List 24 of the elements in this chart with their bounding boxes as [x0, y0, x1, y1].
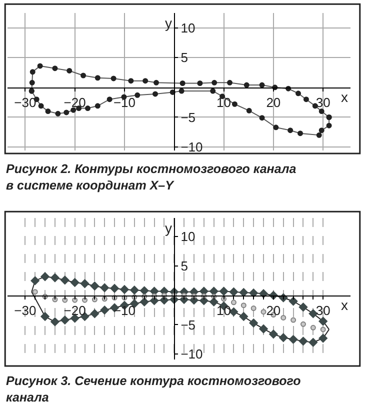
x-tick-label: 30 [316, 95, 330, 110]
y-tick-label: 10 [180, 20, 196, 36]
x-axis-title: x [341, 297, 348, 313]
x-tick-label: 20 [266, 302, 281, 318]
x-tick-label: 30 [316, 302, 330, 318]
x-tick-label: 10 [216, 95, 232, 110]
y-tick-label: 5 [180, 50, 188, 66]
x-tick-label: −30 [14, 302, 36, 318]
text: Рисунок 2. Контуры костномозгового канала в системе координат X–Y [6, 162, 296, 192]
x-tick-label: −10 [113, 302, 136, 318]
x-tick-label: −20 [64, 302, 86, 318]
y-axis-title: y [165, 15, 172, 31]
x-tick-label: −20 [64, 95, 86, 110]
x-tick-label: 20 [266, 95, 281, 110]
y-tick-label: 10 [180, 229, 196, 244]
y-tick-label: −5 [180, 317, 196, 332]
text: Рисунок 3. Сечение контура костномозгового канала [6, 374, 302, 404]
x-tick-label: −30 [14, 95, 36, 110]
y-axis-title: y [165, 220, 172, 236]
x-axis-title: x [341, 89, 348, 105]
y-tick-label: −10 [180, 346, 203, 362]
y-tick-label: −10 [180, 140, 203, 155]
y-tick-label: 5 [180, 258, 188, 274]
y-tick-label: −5 [180, 110, 196, 125]
